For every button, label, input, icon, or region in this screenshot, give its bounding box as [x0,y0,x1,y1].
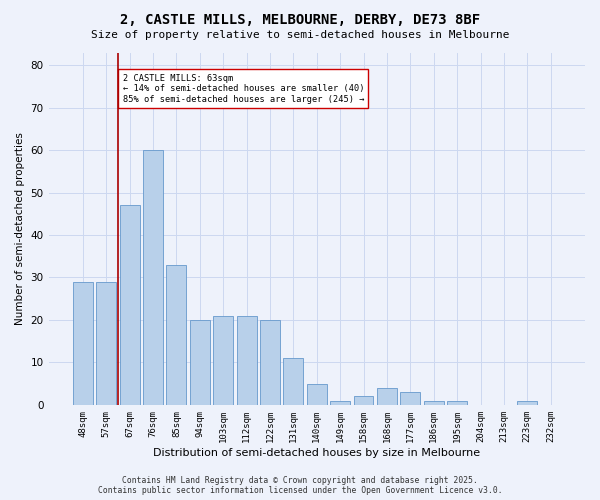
Bar [143,150,163,405]
Bar [166,264,187,405]
Bar [260,320,280,405]
Bar [330,400,350,405]
Text: 2 CASTLE MILLS: 63sqm
← 14% of semi-detached houses are smaller (40)
85% of semi: 2 CASTLE MILLS: 63sqm ← 14% of semi-deta… [122,74,364,104]
Bar [73,282,93,405]
Bar [353,396,373,405]
Bar [447,400,467,405]
Bar [236,316,257,405]
Bar [307,384,327,405]
Bar [120,206,140,405]
Bar [283,358,304,405]
Bar [97,282,116,405]
Bar [377,388,397,405]
Y-axis label: Number of semi-detached properties: Number of semi-detached properties [15,132,25,325]
Bar [424,400,443,405]
Bar [517,400,537,405]
X-axis label: Distribution of semi-detached houses by size in Melbourne: Distribution of semi-detached houses by … [153,448,481,458]
Text: Size of property relative to semi-detached houses in Melbourne: Size of property relative to semi-detach… [91,30,509,40]
Bar [213,316,233,405]
Text: Contains HM Land Registry data © Crown copyright and database right 2025.
Contai: Contains HM Land Registry data © Crown c… [98,476,502,495]
Text: 2, CASTLE MILLS, MELBOURNE, DERBY, DE73 8BF: 2, CASTLE MILLS, MELBOURNE, DERBY, DE73 … [120,12,480,26]
Bar [190,320,210,405]
Bar [400,392,420,405]
